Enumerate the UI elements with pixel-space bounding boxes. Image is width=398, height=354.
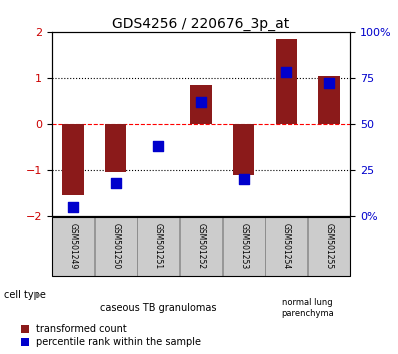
Bar xyxy=(190,85,212,124)
Point xyxy=(198,99,204,105)
Legend: transformed count, percentile rank within the sample: transformed count, percentile rank withi… xyxy=(21,325,201,347)
Text: ▶: ▶ xyxy=(34,290,41,300)
Title: GDS4256 / 220676_3p_at: GDS4256 / 220676_3p_at xyxy=(112,17,290,31)
Text: GSM501255: GSM501255 xyxy=(324,223,334,269)
Point xyxy=(326,81,332,86)
Text: caseous TB granulomas: caseous TB granulomas xyxy=(100,303,217,313)
Text: GSM501249: GSM501249 xyxy=(68,223,78,269)
Point xyxy=(283,69,289,75)
Bar xyxy=(318,76,339,124)
Bar xyxy=(180,217,222,275)
Bar xyxy=(265,217,307,275)
Text: normal lung
parenchyma: normal lung parenchyma xyxy=(281,298,334,318)
Point xyxy=(155,143,162,149)
Bar xyxy=(137,217,179,275)
Text: cell type: cell type xyxy=(4,290,46,300)
Text: GSM501252: GSM501252 xyxy=(197,223,205,269)
Text: GSM501250: GSM501250 xyxy=(111,223,120,269)
Bar xyxy=(95,217,137,275)
Bar xyxy=(105,124,127,172)
Point xyxy=(113,180,119,185)
Bar xyxy=(233,124,254,175)
Bar xyxy=(275,39,297,124)
Point xyxy=(70,204,76,210)
Bar xyxy=(52,217,94,275)
Bar xyxy=(222,217,265,275)
Point xyxy=(240,176,247,182)
Text: GSM501253: GSM501253 xyxy=(239,223,248,269)
Text: GSM501254: GSM501254 xyxy=(282,223,291,269)
Bar xyxy=(308,217,350,275)
Bar xyxy=(62,124,84,195)
Text: GSM501251: GSM501251 xyxy=(154,223,163,269)
